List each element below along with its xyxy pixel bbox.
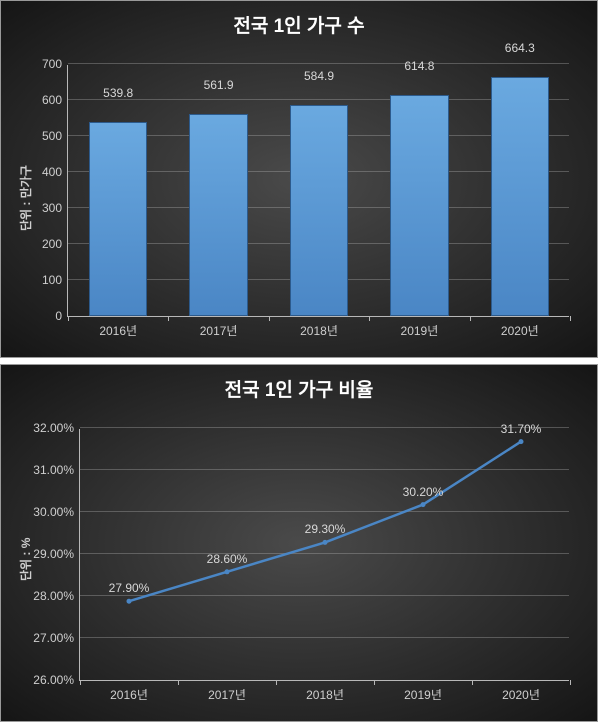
xtick-mark <box>470 316 471 321</box>
bar-chart-ylabel: 단위 : 만가구 <box>17 165 34 231</box>
bar-chart-plot-area: 0100200300400500600700539.82016년561.9201… <box>67 65 569 317</box>
ytick-label: 0 <box>55 309 68 323</box>
bar <box>89 122 147 316</box>
ytick-label: 400 <box>42 165 68 179</box>
xtick-mark <box>369 316 370 321</box>
ytick-label: 27.00% <box>33 631 80 645</box>
ytick-label: 100 <box>42 273 68 287</box>
point-value-label: 29.30% <box>305 522 346 542</box>
xtick-label: 2016년 <box>110 680 148 703</box>
line-chart-ylabel: 단위 : % <box>17 538 34 581</box>
ytick-label: 300 <box>42 201 68 215</box>
xtick-mark <box>68 316 69 321</box>
bar-value-label: 561.9 <box>204 78 234 96</box>
xtick-label: 2017년 <box>200 316 238 339</box>
point-value-label: 31.70% <box>501 422 542 442</box>
ytick-label: 31.00% <box>33 463 80 477</box>
ytick-label: 30.00% <box>33 505 80 519</box>
bar-value-label: 539.8 <box>103 86 133 104</box>
ytick-label: 32.00% <box>33 421 80 435</box>
point-value-label: 27.90% <box>109 581 150 601</box>
bar-value-label: 584.9 <box>304 69 334 87</box>
bar-chart-panel: 전국 1인 가구 수 단위 : 만가구 01002003004005006007… <box>0 0 598 358</box>
xtick-label: 2018년 <box>306 680 344 703</box>
line-chart-plot-area: 26.00%27.00%28.00%29.00%30.00%31.00%32.0… <box>79 429 569 681</box>
xtick-mark <box>80 680 81 685</box>
xtick-label: 2019년 <box>401 316 439 339</box>
bar-value-label: 664.3 <box>505 41 535 59</box>
xtick-mark <box>276 680 277 685</box>
xtick-mark <box>570 316 571 321</box>
xtick-mark <box>472 680 473 685</box>
gridline <box>80 427 569 428</box>
line-chart-title: 전국 1인 가구 비율 <box>1 365 597 408</box>
line-chart-panel: 전국 1인 가구 비율 단위 : % 26.00%27.00%28.00%29.… <box>0 364 598 722</box>
bar <box>491 77 549 316</box>
ytick-label: 600 <box>42 93 68 107</box>
bar <box>189 114 247 316</box>
xtick-label: 2020년 <box>501 316 539 339</box>
bar-chart-title: 전국 1인 가구 수 <box>1 1 597 44</box>
xtick-mark <box>374 680 375 685</box>
xtick-label: 2016년 <box>99 316 137 339</box>
point-value-label: 28.60% <box>207 552 248 572</box>
xtick-mark <box>168 316 169 321</box>
point-value-label: 30.20% <box>403 485 444 505</box>
xtick-label: 2019년 <box>404 680 442 703</box>
gridline <box>68 63 569 64</box>
ytick-label: 700 <box>42 57 68 71</box>
xtick-mark <box>178 680 179 685</box>
line-series <box>80 429 570 681</box>
ytick-label: 28.00% <box>33 589 80 603</box>
ytick-label: 200 <box>42 237 68 251</box>
bar-value-label: 614.8 <box>404 59 434 77</box>
bar <box>290 105 348 316</box>
ytick-label: 29.00% <box>33 547 80 561</box>
xtick-label: 2018년 <box>300 316 338 339</box>
xtick-mark <box>269 316 270 321</box>
ytick-label: 26.00% <box>33 673 80 687</box>
bar <box>390 95 448 316</box>
xtick-mark <box>570 680 571 685</box>
xtick-label: 2020년 <box>502 680 540 703</box>
xtick-label: 2017년 <box>208 680 246 703</box>
ytick-label: 500 <box>42 129 68 143</box>
